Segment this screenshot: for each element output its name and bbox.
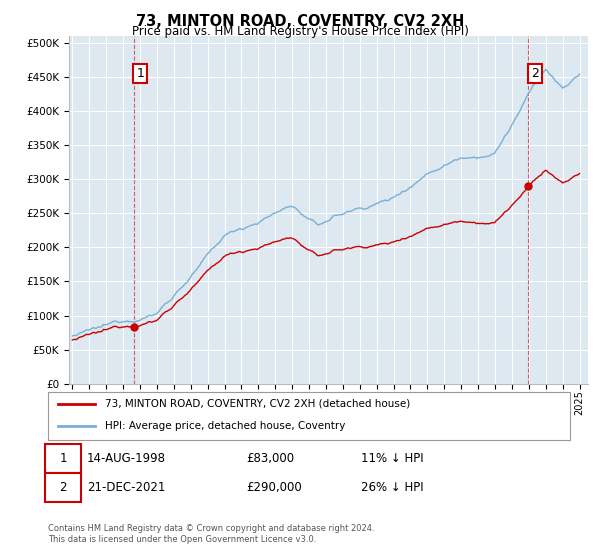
Text: 26% ↓ HPI: 26% ↓ HPI bbox=[361, 481, 424, 494]
Text: 14-AUG-1998: 14-AUG-1998 bbox=[87, 452, 166, 465]
Text: Price paid vs. HM Land Registry's House Price Index (HPI): Price paid vs. HM Land Registry's House … bbox=[131, 25, 469, 38]
Text: 2: 2 bbox=[59, 481, 67, 494]
FancyBboxPatch shape bbox=[48, 392, 570, 440]
Text: £290,000: £290,000 bbox=[247, 481, 302, 494]
FancyBboxPatch shape bbox=[46, 473, 81, 502]
Text: 1: 1 bbox=[136, 67, 144, 80]
Text: 73, MINTON ROAD, COVENTRY, CV2 2XH: 73, MINTON ROAD, COVENTRY, CV2 2XH bbox=[136, 14, 464, 29]
Text: £83,000: £83,000 bbox=[247, 452, 295, 465]
Text: 2: 2 bbox=[531, 67, 539, 80]
Text: 21-DEC-2021: 21-DEC-2021 bbox=[87, 481, 166, 494]
Text: 73, MINTON ROAD, COVENTRY, CV2 2XH (detached house): 73, MINTON ROAD, COVENTRY, CV2 2XH (deta… bbox=[106, 399, 410, 409]
Text: Contains HM Land Registry data © Crown copyright and database right 2024.: Contains HM Land Registry data © Crown c… bbox=[48, 524, 374, 533]
Text: 11% ↓ HPI: 11% ↓ HPI bbox=[361, 452, 424, 465]
Text: HPI: Average price, detached house, Coventry: HPI: Average price, detached house, Cove… bbox=[106, 421, 346, 431]
Text: This data is licensed under the Open Government Licence v3.0.: This data is licensed under the Open Gov… bbox=[48, 535, 316, 544]
Text: 1: 1 bbox=[59, 452, 67, 465]
FancyBboxPatch shape bbox=[46, 444, 81, 473]
